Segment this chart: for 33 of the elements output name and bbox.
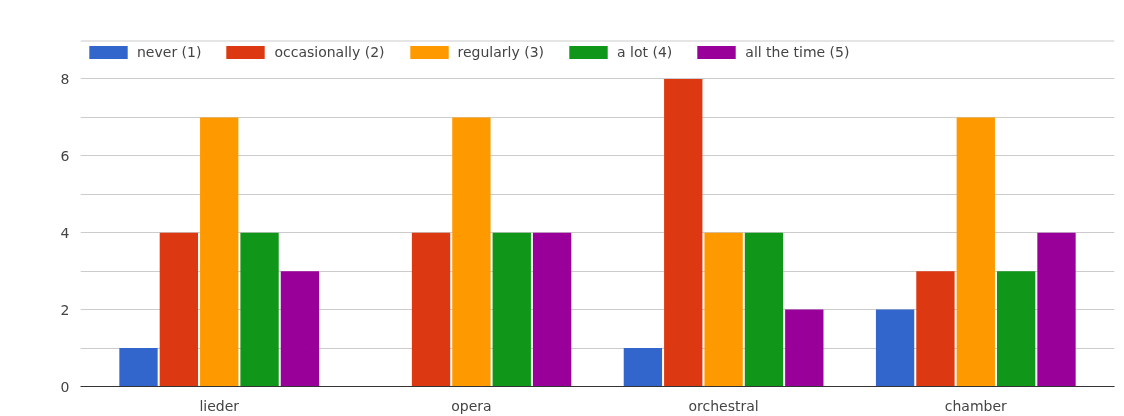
x-tick-label: chamber bbox=[944, 397, 1008, 414]
x-tick-label: orchestral bbox=[688, 397, 759, 414]
y-tick-label: 6 bbox=[60, 147, 70, 164]
bar bbox=[956, 117, 995, 387]
bar bbox=[916, 271, 955, 387]
bar bbox=[664, 78, 703, 387]
bar bbox=[623, 348, 663, 387]
legend-label: regularly (3) bbox=[457, 44, 545, 60]
legend-label: never (1) bbox=[137, 44, 202, 60]
y-tick-label: 0 bbox=[60, 378, 70, 395]
y-tick-label: 8 bbox=[60, 70, 70, 87]
bar bbox=[280, 271, 320, 387]
bar bbox=[159, 232, 199, 387]
legend-label: a lot (4) bbox=[617, 44, 673, 60]
bar bbox=[704, 232, 743, 387]
bar bbox=[452, 117, 491, 387]
y-tick-label: 2 bbox=[60, 301, 70, 318]
bar bbox=[996, 271, 1036, 387]
y-tick-label: 4 bbox=[60, 224, 70, 241]
bar bbox=[492, 232, 531, 387]
bar bbox=[785, 309, 824, 387]
bar bbox=[411, 232, 451, 387]
legend-label: occasionally (2) bbox=[274, 44, 385, 60]
x-tick-label: lieder bbox=[199, 397, 240, 414]
legend-label: all the time (5) bbox=[745, 44, 850, 60]
bar bbox=[532, 232, 572, 387]
bar bbox=[875, 309, 915, 387]
x-tick-label: opera bbox=[451, 397, 492, 414]
bar bbox=[200, 117, 239, 387]
bar bbox=[119, 348, 158, 387]
bar bbox=[744, 232, 784, 387]
bar bbox=[1037, 232, 1076, 387]
bar bbox=[240, 232, 279, 387]
